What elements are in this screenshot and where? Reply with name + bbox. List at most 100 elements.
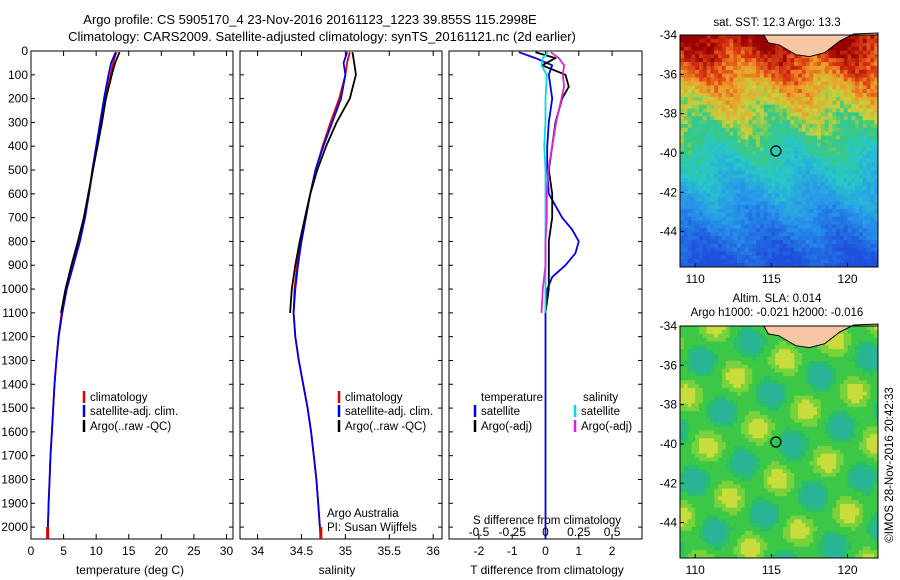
heatmap-cell <box>862 77 867 82</box>
heatmap-cell <box>699 247 704 252</box>
heatmap-cell <box>725 116 730 121</box>
heatmap-cell <box>767 162 772 167</box>
heatmap-cell <box>767 511 772 516</box>
heatmap-cell <box>706 523 711 528</box>
heatmap-cell <box>737 430 742 435</box>
heatmap-cell <box>756 364 761 369</box>
heatmap-cell <box>794 143 799 148</box>
heatmap-cell <box>782 127 788 133</box>
heatmap-cell <box>744 224 749 229</box>
heatmap-cell <box>820 58 826 63</box>
heatmap-cell <box>729 185 734 191</box>
x-tick-label: 35 <box>339 544 353 558</box>
heatmap-cell <box>763 337 768 342</box>
heatmap-cell <box>748 89 753 94</box>
heatmap-cell <box>779 403 784 408</box>
heatmap-cell <box>759 326 765 331</box>
heatmap-cell <box>805 81 810 86</box>
heatmap-cell <box>817 151 822 156</box>
heatmap-cell <box>695 73 700 78</box>
heatmap-cell <box>775 507 780 512</box>
heatmap-cell <box>718 212 723 218</box>
heatmap-cell <box>737 411 742 416</box>
heatmap-cell <box>695 496 700 501</box>
heatmap-cell <box>801 100 807 105</box>
heatmap-cell <box>851 193 856 198</box>
heatmap-cell <box>763 472 768 478</box>
heatmap-cell <box>710 438 715 443</box>
heatmap-cell <box>836 131 841 136</box>
heatmap-cell <box>756 550 761 555</box>
heatmap-cell <box>714 216 719 221</box>
heatmap-cell <box>771 480 776 485</box>
heatmap-cell <box>687 178 692 183</box>
heatmap-cell <box>813 65 818 71</box>
heatmap-cell <box>706 251 711 256</box>
heatmap-cell <box>744 89 749 94</box>
heatmap-cell <box>782 58 788 63</box>
heatmap-cell <box>805 100 810 105</box>
heatmap-cell <box>759 100 765 105</box>
heatmap-cell <box>729 62 734 67</box>
heatmap-cell <box>759 538 765 543</box>
heatmap-cell <box>782 85 788 90</box>
heatmap-cell <box>771 220 776 225</box>
heatmap-cell <box>740 442 746 447</box>
heatmap-cell <box>718 395 723 400</box>
heatmap-cell <box>752 228 757 233</box>
heatmap-cell <box>748 442 753 447</box>
sst-map-frame <box>679 34 879 268</box>
heatmap-cell <box>683 403 689 408</box>
heatmap-cell <box>733 112 738 117</box>
heatmap-cell <box>740 403 746 408</box>
heatmap-cell <box>737 251 742 256</box>
heatmap-cell <box>680 519 685 524</box>
heatmap-cell <box>706 212 711 218</box>
heatmap-cell <box>763 50 768 55</box>
heatmap-cell <box>702 554 708 559</box>
heatmap-cell <box>687 236 692 241</box>
heatmap-cell <box>748 236 753 241</box>
heatmap-cell <box>733 251 738 256</box>
heatmap-cell <box>775 465 780 470</box>
heatmap-cell <box>790 116 795 121</box>
heatmap-cell <box>752 472 757 478</box>
salinity-legend: climatology satellite-adj. clim. Argo(..… <box>337 391 433 433</box>
heatmap-cell <box>680 329 685 335</box>
heatmap-cell <box>740 104 746 109</box>
heatmap-cell <box>744 201 749 206</box>
heatmap-cell <box>718 166 723 171</box>
heatmap-cell <box>725 414 730 420</box>
heatmap-cell <box>725 189 730 194</box>
heatmap-cell <box>752 515 757 520</box>
heatmap-cell <box>779 85 784 90</box>
heatmap-cell <box>756 333 761 338</box>
heatmap-cell <box>691 127 696 133</box>
heatmap-cell <box>794 255 799 260</box>
heatmap-cell <box>691 178 696 183</box>
heatmap-cell <box>790 201 795 206</box>
heatmap-cell <box>680 123 685 129</box>
heatmap-cell <box>786 247 791 252</box>
heatmap-cell <box>828 193 833 198</box>
s-diff-tick-label: 0.25 <box>567 525 591 539</box>
heatmap-cell <box>737 151 742 156</box>
heatmap-cell <box>836 224 841 229</box>
heatmap-cell <box>794 251 799 256</box>
heatmap-cell <box>752 236 757 241</box>
heatmap-cell <box>798 73 803 78</box>
heatmap-cell <box>813 85 818 90</box>
heatmap-cell <box>683 189 689 194</box>
heatmap-cell <box>759 224 765 229</box>
heatmap-cell <box>710 442 715 447</box>
heatmap-cell <box>801 89 807 94</box>
heatmap-cell <box>721 507 727 512</box>
heatmap-cell <box>847 205 852 210</box>
heatmap-cell <box>699 251 704 256</box>
heatmap-cell <box>714 345 719 350</box>
heatmap-cell <box>725 46 730 51</box>
heatmap-cell <box>687 185 692 191</box>
heatmap-cell <box>828 123 833 129</box>
heatmap-cell <box>706 69 711 75</box>
heatmap-cell <box>718 500 723 505</box>
